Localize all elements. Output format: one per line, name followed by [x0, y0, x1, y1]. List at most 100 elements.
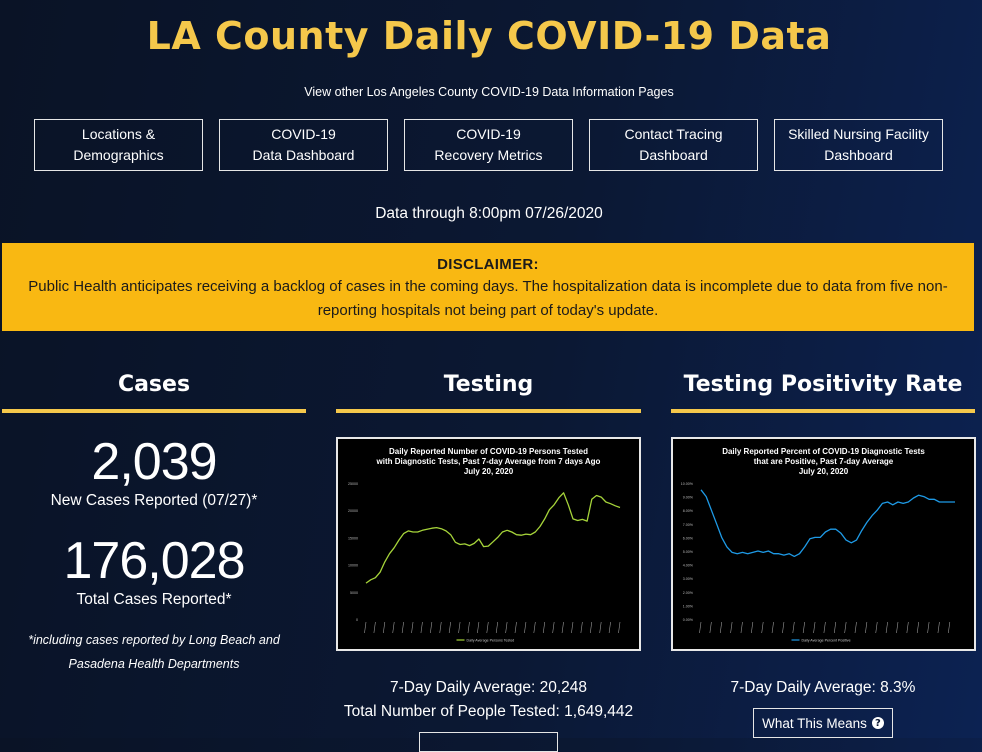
positivity-heading-rule — [671, 409, 975, 413]
nav-button-label-line2: Data Dashboard — [252, 147, 355, 163]
y-tick-label: 3.00% — [683, 577, 694, 581]
positivity-chart: Daily Reported Percent of COVID-19 Diagn… — [671, 437, 976, 651]
nav-button-label-line1: Locations & — [81, 126, 156, 142]
nav-button-label-line1: Skilled Nursing Facility — [788, 126, 929, 142]
series-line-0 — [365, 492, 621, 584]
positivity-chart-svg: Daily Reported Percent of COVID-19 Diagn… — [681, 447, 955, 643]
disclaimer-banner: DISCLAIMER: Public Health anticipates re… — [2, 243, 974, 331]
x-tick-mark — [542, 621, 546, 634]
nav-locations-demographics-button[interactable]: Locations & Demographics — [34, 119, 203, 171]
x-tick-mark — [524, 621, 527, 634]
x-tick-mark — [608, 621, 611, 634]
x-tick-mark — [411, 621, 414, 634]
x-tick-mark — [458, 621, 461, 634]
x-tick-mark — [430, 621, 433, 634]
nav-skilled-nursing-button[interactable]: Skilled Nursing Facility Dashboard — [774, 119, 943, 171]
y-tick-label: 20000 — [348, 509, 358, 513]
x-tick-mark — [420, 621, 423, 634]
x-tick-mark — [699, 621, 702, 634]
y-tick-label: 10000 — [348, 564, 358, 568]
testing-heading-rule — [336, 409, 641, 413]
y-tick-label: 6.00% — [683, 536, 694, 540]
x-tick-mark — [823, 621, 826, 634]
nav-recovery-metrics-button[interactable]: COVID-19 Recovery Metrics — [404, 119, 573, 171]
x-tick-mark — [495, 621, 499, 634]
x-tick-mark — [937, 621, 940, 634]
y-tick-label: 15000 — [348, 536, 358, 540]
x-tick-mark — [439, 621, 442, 634]
nav-data-dashboard-button[interactable]: COVID-19 Data Dashboard — [219, 119, 388, 171]
x-tick-mark — [885, 621, 888, 634]
nav-button-label-line1: Contact Tracing — [624, 126, 723, 142]
nav-button-label-line1: COVID-19 — [456, 126, 521, 142]
x-tick-mark — [948, 621, 951, 634]
nav-button-row: Locations & Demographics COVID-19 Data D… — [34, 119, 943, 171]
new-cases-value: 2,039 — [91, 433, 217, 491]
x-tick-mark — [571, 621, 574, 634]
x-tick-mark — [865, 621, 868, 634]
what-this-means-button[interactable]: What This Means ? — [753, 708, 893, 738]
y-tick-label: 8.00% — [683, 509, 694, 513]
new-cases-label: New Cases Reported (07/27)* — [50, 492, 258, 509]
page-subtitle: View other Los Angeles County COVID-19 D… — [304, 85, 674, 99]
testing-section: Testing — [336, 368, 641, 413]
testing-total-tested: Total Number of People Tested: 1,649,442 — [343, 703, 634, 720]
x-tick-mark — [730, 621, 733, 634]
nav-button-label-line2: Recovery Metrics — [434, 147, 543, 163]
x-tick-mark — [802, 621, 805, 634]
cases-section: Cases 2,039 New Cases Reported (07/27)* … — [2, 368, 306, 676]
y-tick-label: 2.00% — [683, 591, 694, 595]
chart-title-line: July 20, 2020 — [464, 467, 514, 476]
x-tick-mark — [709, 621, 712, 634]
x-tick-mark — [813, 621, 816, 634]
x-tick-mark — [927, 621, 930, 634]
testing-chart-svg: Daily Reported Number of COVID-19 Person… — [348, 447, 621, 643]
question-circle-icon: ? — [871, 717, 884, 729]
x-tick-mark — [896, 621, 899, 634]
positivity-daily-average: 7-Day Daily Average: 8.3% — [730, 679, 916, 696]
x-tick-mark — [740, 621, 743, 634]
positivity-heading: Testing Positivity Rate — [683, 372, 963, 397]
chart-title-line: Daily Reported Number of COVID-19 Person… — [389, 447, 588, 456]
x-tick-mark — [751, 621, 754, 634]
testing-chart: Daily Reported Number of COVID-19 Person… — [336, 437, 641, 651]
x-tick-mark — [401, 621, 404, 634]
y-tick-label: 5.00% — [683, 550, 694, 554]
disclaimer-text: Public Health anticipates receiving a ba… — [28, 278, 948, 319]
nav-button-label-line2: Dashboard — [824, 147, 893, 163]
nav-button-label-line2: Demographics — [73, 147, 164, 163]
x-tick-mark — [533, 621, 536, 634]
x-tick-mark — [719, 621, 723, 634]
data-through-date: Data through 8:00pm 07/26/2020 — [375, 205, 603, 222]
x-tick-mark — [916, 621, 920, 634]
x-tick-mark — [392, 621, 395, 634]
x-tick-mark — [761, 621, 764, 634]
y-tick-label: 10.00% — [681, 482, 694, 486]
y-tick-label: 1.00% — [683, 604, 694, 608]
testing-heading: Testing — [443, 372, 534, 397]
x-tick-mark — [906, 621, 909, 634]
nav-button-label-line2: Dashboard — [639, 147, 708, 163]
x-tick-mark — [844, 621, 847, 634]
x-tick-mark — [833, 621, 837, 634]
x-tick-mark — [771, 621, 774, 634]
y-tick-label: 0 — [356, 618, 358, 622]
chart-title-line: July 20, 2020 — [799, 467, 849, 476]
positivity-section: Testing Positivity Rate — [671, 368, 975, 413]
cases-footnote: *including cases reported by Long Beach … — [28, 633, 280, 671]
x-tick-mark — [364, 621, 367, 634]
cases-heading: Cases — [117, 372, 191, 397]
x-tick-mark — [477, 621, 480, 634]
y-tick-label: 4.00% — [683, 564, 694, 568]
x-tick-mark — [580, 621, 583, 634]
testing-info-button[interactable] — [419, 732, 558, 752]
x-tick-mark — [561, 621, 564, 634]
y-tick-label: 25000 — [348, 482, 358, 486]
nav-button-label-line1: COVID-19 — [271, 126, 336, 142]
chart-title-line: that are Positive, Past 7-day Average — [754, 457, 894, 466]
nav-contact-tracing-button[interactable]: Contact Tracing Dashboard — [589, 119, 758, 171]
chart-title-line: Daily Reported Percent of COVID-19 Diagn… — [722, 447, 925, 456]
x-tick-mark — [589, 621, 593, 634]
cases-heading-rule — [2, 409, 306, 413]
page-title: LA County Daily COVID-19 Data — [146, 14, 832, 58]
